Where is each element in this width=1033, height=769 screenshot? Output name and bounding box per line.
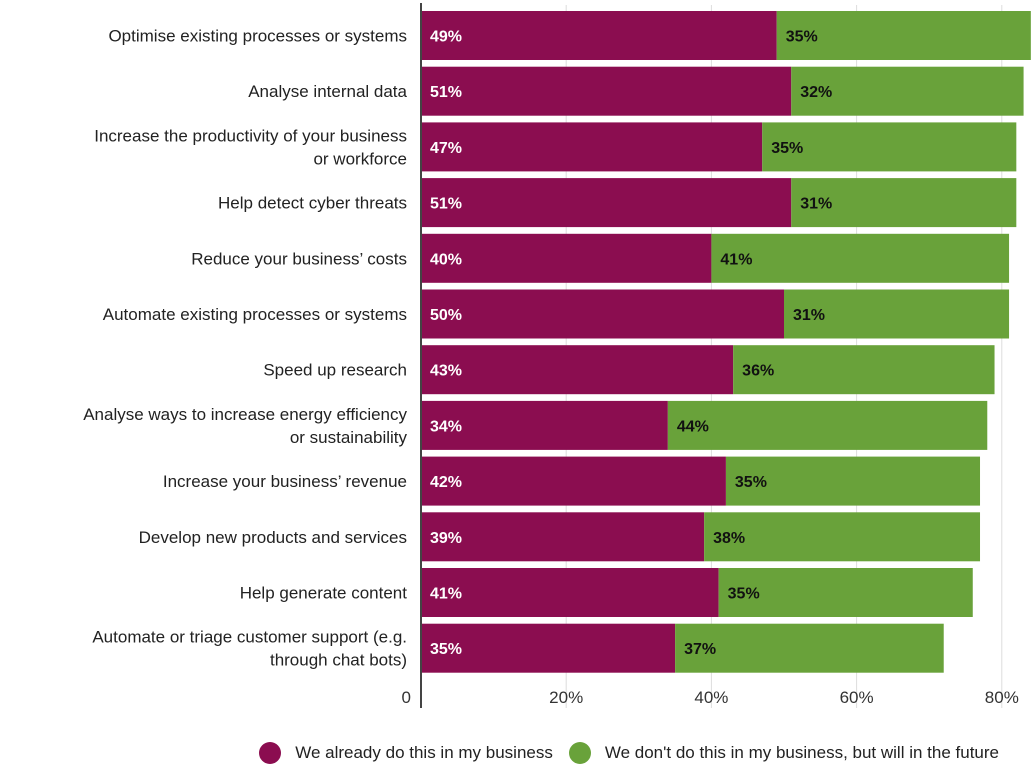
bar-value-label-already: 42% [430,474,462,491]
bar-future [762,122,1017,172]
bar-value-label-future: 31% [800,196,832,213]
bar-value-label-future: 31% [793,307,825,324]
category-labels: Optimise existing processes or systems An… [83,27,407,670]
category-label: Speed up research [263,361,407,380]
bar-future [704,512,981,562]
x-tick-label: 80% [985,688,1019,707]
bar-already [421,122,763,172]
bar-value-label-future: 32% [800,84,832,101]
legend-swatch-future [568,742,591,764]
bar-value-label-already: 51% [430,84,462,101]
bar-value-label-future: 44% [677,418,709,435]
bar-future [733,345,995,395]
bar-value-label-already: 35% [430,641,462,658]
category-label: Increase your business’ revenue [163,472,407,491]
legend-label-already: We already do this in my business [295,743,553,762]
bar-already [421,178,792,228]
bar-already [421,623,676,673]
bar-value-label-future: 35% [735,474,767,491]
bar-future [791,66,1024,116]
bar-already [421,400,668,450]
bar-already [421,456,726,506]
legend-item-future: We don't do this in my business, but wil… [568,742,999,764]
bar-already [421,289,784,339]
bar-value-label-future: 35% [728,586,760,603]
x-tick-label: 0 [402,688,411,707]
bar-already [421,512,705,562]
bar-value-label-already: 34% [430,418,462,435]
bar-already [421,11,777,60]
legend-label-future: We don't do this in my business, but wil… [604,743,999,762]
bar-future [791,178,1017,228]
category-label: Reduce your business’ costs [191,249,407,268]
bar-value-label-already: 43% [430,363,462,380]
bar-future [675,623,944,673]
bar-future [711,233,1010,283]
bar-value-label-already: 50% [430,307,462,324]
bar-value-label-already: 39% [430,530,462,547]
category-label: Help detect cyber threats [218,194,407,213]
bar-future [718,568,973,617]
bar-value-label-already: 49% [430,29,462,46]
category-label: Analyse ways to increase energy efficien… [83,405,407,447]
legend-swatch-already [259,742,282,764]
category-label: Analyse internal data [248,82,407,101]
bar-already [421,66,792,116]
category-label: Automate or triage customer support (e.g… [92,628,407,670]
legend-item-already: We already do this in my business [259,742,553,764]
bar-value-label-future: 35% [786,29,818,46]
bar-future [725,456,981,506]
bar-value-label-future: 41% [720,251,752,268]
bar-future [667,400,988,450]
category-label: Help generate content [240,584,408,603]
stacked-bar-chart: 49% 35% 51% 32% 47% 35% 51% 31% 40% 41% 50% 31% 43% 3… [83,3,1031,708]
category-label: Automate existing processes or systems [103,305,407,324]
bar-value-label-already: 40% [430,251,462,268]
bar-value-label-already: 47% [430,140,462,157]
x-tick-label: 40% [694,688,728,707]
bar-value-label-already: 51% [430,196,462,213]
category-label: Develop new products and services [139,528,407,547]
x-axis-ticks: 0 20% 40% 60% 80% [402,688,1019,707]
x-tick-label: 60% [840,688,874,707]
bar-future [784,289,1010,339]
category-label: Optimise existing processes or systems [108,27,407,46]
bar-value-label-future: 37% [684,641,716,658]
bar-already [421,568,719,617]
category-label: Increase the productivity of your busine… [94,126,407,168]
bar-value-label-future: 38% [713,530,745,547]
legend: We already do this in my business We don… [0,738,1033,768]
x-tick-label: 20% [549,688,583,707]
bar-already [421,345,734,395]
bars: 49% 35% 51% 32% 47% 35% 51% 31% 40% 41% 50% 31% 43% 3… [421,11,1031,673]
bar-already [421,233,712,283]
bar-value-label-future: 36% [742,363,774,380]
bar-future [776,11,1031,60]
bar-value-label-future: 35% [771,140,803,157]
bar-value-label-already: 41% [430,586,462,603]
